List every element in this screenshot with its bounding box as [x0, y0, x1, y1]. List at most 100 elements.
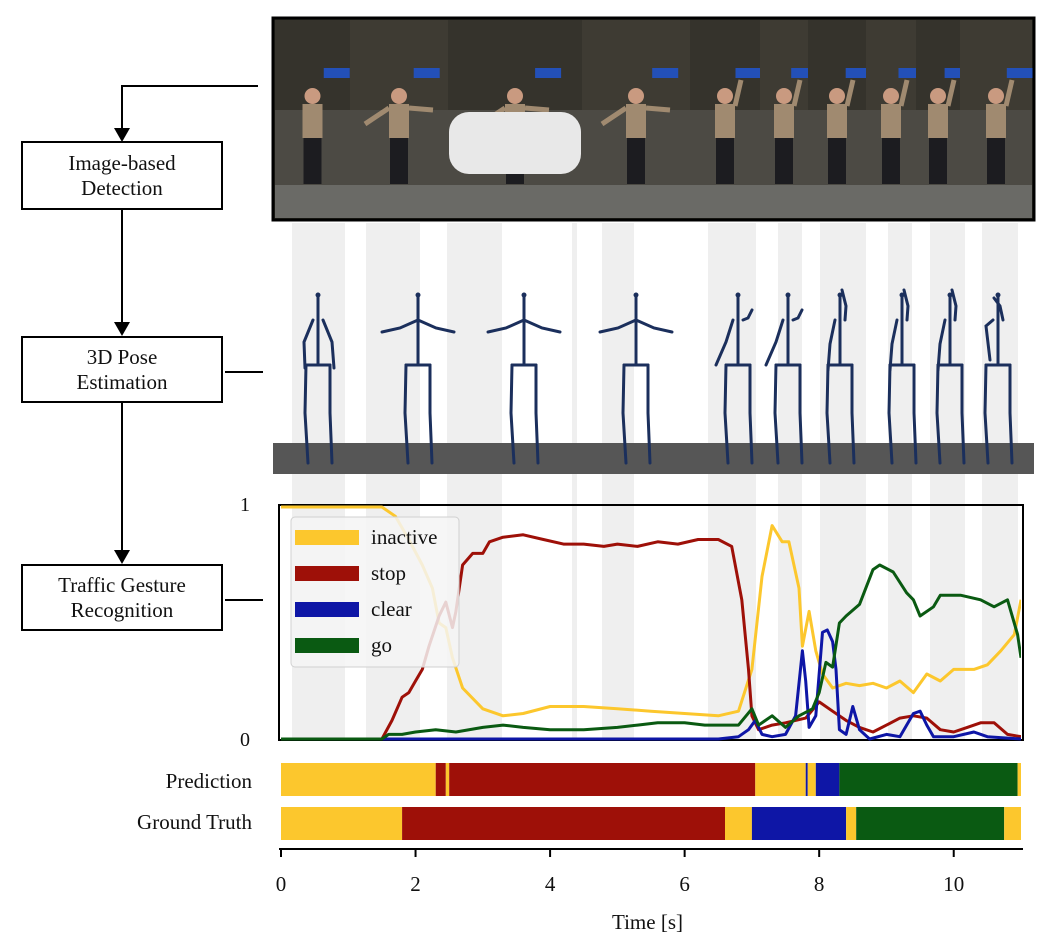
photo-frame — [866, 20, 925, 218]
person-head — [717, 88, 733, 104]
photo-frame — [275, 20, 350, 218]
skeleton-leg — [428, 363, 434, 465]
person-shirt — [715, 104, 735, 138]
person-arm — [1003, 79, 1015, 107]
photo-ground — [582, 185, 690, 218]
x-tick-label: 6 — [679, 872, 690, 896]
person-shirt — [881, 104, 901, 138]
skeleton-head — [415, 292, 421, 298]
skeleton-arm — [984, 318, 995, 362]
person-shirt — [827, 104, 847, 138]
x-tick-label: 2 — [410, 872, 421, 896]
person-arm — [645, 105, 671, 113]
photo-sign — [413, 68, 440, 78]
time-band — [572, 223, 577, 740]
x-axis-title: Time [s] — [612, 910, 683, 934]
arrowhead-pose — [114, 322, 130, 336]
skeleton-arm — [888, 318, 899, 372]
person-arm — [408, 105, 434, 113]
legend-swatch-inactive — [295, 530, 359, 545]
timeline-segment-inactive — [281, 807, 403, 840]
skeleton-arm — [486, 318, 526, 334]
skeleton — [486, 292, 562, 465]
skeleton-leg — [303, 363, 310, 465]
skeleton-leg — [983, 363, 990, 465]
person-pants — [828, 138, 846, 184]
photo-ground — [275, 185, 350, 218]
x-tick-label: 0 — [276, 872, 287, 896]
person-arm — [945, 79, 957, 107]
legend-swatch-clear — [295, 602, 359, 617]
arrowhead-detection — [114, 128, 130, 142]
photo-ground — [448, 185, 582, 218]
time-band — [982, 223, 1018, 740]
photo-sign — [791, 68, 818, 78]
person-pants — [929, 138, 947, 184]
skeleton-leg — [534, 363, 540, 465]
skeleton — [887, 288, 918, 465]
photo-frame — [808, 20, 872, 218]
photo-sign — [535, 68, 562, 78]
photo-ground — [690, 185, 760, 218]
skeleton-arm — [741, 308, 754, 322]
time-bands — [292, 223, 1018, 740]
timeline-bars — [281, 763, 1021, 840]
person-head — [883, 88, 899, 104]
legend-label-inactive: inactive — [371, 525, 437, 549]
photo-frame — [960, 20, 1033, 218]
person-head — [988, 88, 1004, 104]
x-tick-label: 4 — [545, 872, 556, 896]
person-arm — [898, 79, 910, 107]
photo-sign — [944, 68, 971, 78]
person-arm — [732, 79, 744, 107]
photo-ground — [350, 185, 448, 218]
time-band — [820, 223, 866, 740]
photo-ground — [960, 185, 1032, 218]
skeleton — [714, 292, 754, 465]
person-arm — [844, 79, 856, 107]
timeline-segment-inactive — [1004, 807, 1021, 840]
skeleton-panel — [273, 288, 1034, 474]
pipeline-connectors — [114, 85, 263, 601]
legend-swatch-stop — [295, 566, 359, 581]
legend-label-clear: clear — [371, 597, 412, 621]
skeleton-head — [947, 292, 953, 298]
skeleton-leg — [912, 363, 918, 465]
person-pants — [882, 138, 900, 184]
skeleton-leg — [723, 363, 730, 465]
skeleton-leg — [773, 363, 780, 465]
photo-frame — [582, 20, 690, 218]
timeline-segment-clear — [805, 763, 808, 796]
timeline-segment-stop — [435, 763, 446, 796]
timeline-segment-inactive — [807, 763, 816, 796]
person-shirt — [302, 104, 323, 138]
pipeline-step-gesture-recognition: Traffic Gesture Recognition — [21, 564, 223, 631]
skeleton-leg — [748, 363, 754, 465]
timeline-segment-stop — [402, 807, 725, 840]
time-band — [930, 223, 965, 740]
row-label-ground-truth: Ground Truth — [137, 810, 252, 834]
skeleton — [302, 292, 336, 465]
skeleton-leg — [798, 363, 804, 465]
timeline-segment-inactive — [1017, 763, 1021, 796]
skeleton — [764, 292, 804, 465]
timeline-segment-go — [839, 763, 1018, 796]
person-shirt — [774, 104, 794, 138]
skeleton-arm — [416, 318, 456, 334]
pipeline-step-detection: Image-based Detection — [21, 141, 223, 210]
skeleton-arm — [950, 288, 958, 322]
timeline-segment-clear — [815, 763, 840, 796]
skeleton-arm — [380, 318, 420, 334]
skeleton-arm — [321, 318, 336, 370]
person-shirt — [626, 104, 646, 138]
gesture-chart: inactive stop clear go 0 2 4 6 8 10 — [276, 504, 1024, 896]
person-head — [930, 88, 946, 104]
timeline-segment-go — [856, 807, 1005, 840]
skeleton-head — [785, 292, 791, 298]
person-arm — [524, 105, 550, 113]
photo-sign — [898, 68, 925, 78]
photo-sign — [323, 68, 350, 78]
legend-swatch-go — [295, 638, 359, 653]
skeleton — [598, 292, 674, 465]
floor — [273, 443, 1034, 474]
